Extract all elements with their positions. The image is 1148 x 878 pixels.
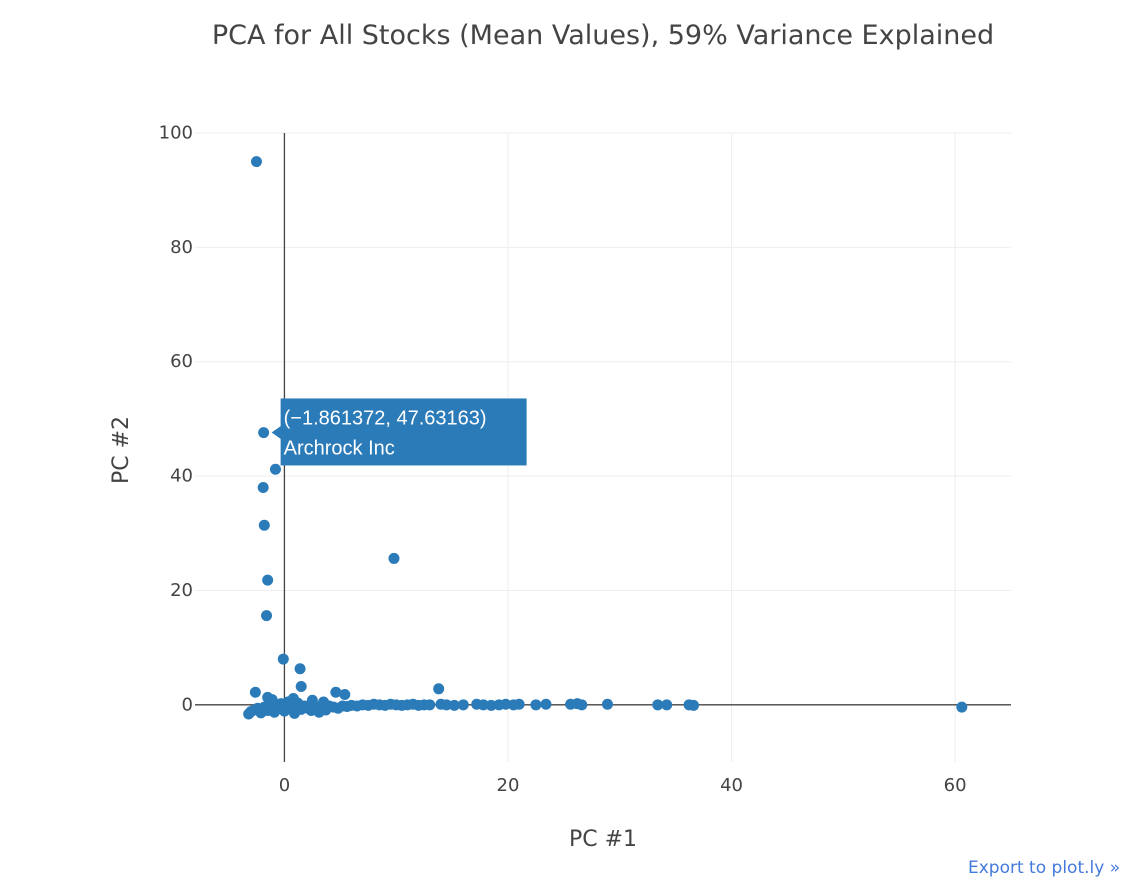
hover-tooltip: (−1.861372, 47.63163) Archrock Inc [271, 398, 527, 466]
scatter-point[interactable] [576, 699, 588, 711]
scatter-point[interactable] [258, 427, 270, 439]
scatter-point[interactable] [601, 698, 613, 710]
scatter-point[interactable] [477, 699, 489, 711]
scatter-point[interactable] [433, 683, 445, 695]
scatter-point[interactable] [269, 463, 281, 475]
chart-title: PCA for All Stocks (Mean Values), 59% Va… [212, 20, 994, 51]
x-tick-label: 40 [720, 775, 743, 796]
scatter-point[interactable] [258, 519, 270, 531]
scatter-point[interactable] [277, 653, 289, 665]
tooltip-coords: (−1.861372, 47.63163) [284, 407, 487, 429]
scatter-point[interactable] [661, 699, 673, 711]
scatter-point[interactable] [330, 686, 342, 698]
x-tick-label: 20 [497, 775, 520, 796]
scatter-point[interactable] [448, 699, 460, 711]
scatter-point[interactable] [513, 698, 525, 710]
y-tick-label: 40 [170, 466, 193, 487]
scatter-point[interactable] [295, 681, 307, 693]
y-tick-label: 60 [170, 351, 193, 372]
x-axis-label: PC #1 [569, 827, 637, 852]
y-tick-label: 100 [159, 123, 193, 144]
scatter-point[interactable] [688, 699, 700, 711]
scatter-point[interactable] [956, 701, 968, 713]
scatter-point[interactable] [257, 482, 269, 494]
x-tick-label: 0 [279, 775, 290, 796]
scatter-point[interactable] [388, 552, 400, 564]
export-to-plotly-link[interactable]: Export to plot.ly » [968, 858, 1121, 878]
x-tick-label: 60 [944, 775, 967, 796]
y-tick-label: 20 [170, 580, 193, 601]
tooltip-arrow [271, 425, 282, 440]
tick-labels: 0 20 40 60 0 20 40 60 80 100 [159, 123, 967, 796]
scatter-point[interactable] [250, 156, 262, 168]
scatter-point[interactable] [249, 686, 261, 698]
y-tick-label: 0 [182, 694, 193, 715]
grid-lines [195, 132, 1011, 762]
scatter-point[interactable] [262, 574, 274, 586]
scatter-point[interactable] [261, 610, 273, 622]
scatter-point[interactable] [339, 689, 351, 701]
tooltip-box [280, 398, 527, 466]
scatter-point[interactable] [457, 699, 469, 711]
tooltip-label: Archrock Inc [284, 437, 395, 459]
scatter-point[interactable] [485, 699, 497, 711]
y-axis-label: PC #2 [109, 416, 134, 484]
data-points[interactable] [243, 156, 968, 720]
scatter-point[interactable] [441, 699, 453, 711]
y-tick-label: 80 [170, 237, 193, 258]
scatter-point[interactable] [424, 699, 436, 711]
scatter-point[interactable] [540, 698, 552, 710]
scatter-point[interactable] [294, 663, 306, 675]
scatter-point[interactable] [500, 698, 512, 710]
scatter-point[interactable] [530, 699, 542, 711]
scatter-point[interactable] [652, 699, 664, 711]
